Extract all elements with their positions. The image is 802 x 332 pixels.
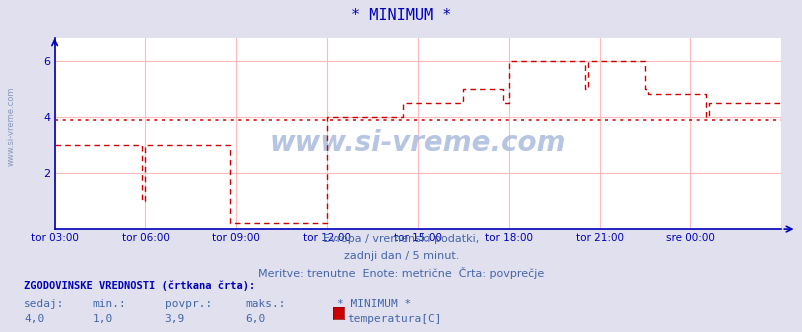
Text: min.:: min.: bbox=[92, 299, 126, 309]
Text: 6,0: 6,0 bbox=[245, 314, 265, 324]
Text: * MINIMUM *: * MINIMUM * bbox=[337, 299, 411, 309]
Text: www.si-vreme.com: www.si-vreme.com bbox=[6, 86, 15, 166]
Text: 1,0: 1,0 bbox=[92, 314, 112, 324]
Text: sedaj:: sedaj: bbox=[24, 299, 64, 309]
Text: 3,9: 3,9 bbox=[164, 314, 184, 324]
Text: * MINIMUM *: * MINIMUM * bbox=[351, 8, 451, 23]
Text: povpr.:: povpr.: bbox=[164, 299, 212, 309]
Text: ZGODOVINSKE VREDNOSTI (črtkana črta):: ZGODOVINSKE VREDNOSTI (črtkana črta): bbox=[24, 281, 255, 291]
Text: 4,0: 4,0 bbox=[24, 314, 44, 324]
Text: maks.:: maks.: bbox=[245, 299, 285, 309]
Text: Meritve: trenutne  Enote: metrične  Črta: povprečje: Meritve: trenutne Enote: metrične Črta: … bbox=[258, 267, 544, 279]
Text: zadnji dan / 5 minut.: zadnji dan / 5 minut. bbox=[343, 251, 459, 261]
Text: temperatura[C]: temperatura[C] bbox=[346, 314, 441, 324]
Text: www.si-vreme.com: www.si-vreme.com bbox=[269, 129, 565, 157]
Text: Evropa / vremenski podatki,: Evropa / vremenski podatki, bbox=[323, 234, 479, 244]
